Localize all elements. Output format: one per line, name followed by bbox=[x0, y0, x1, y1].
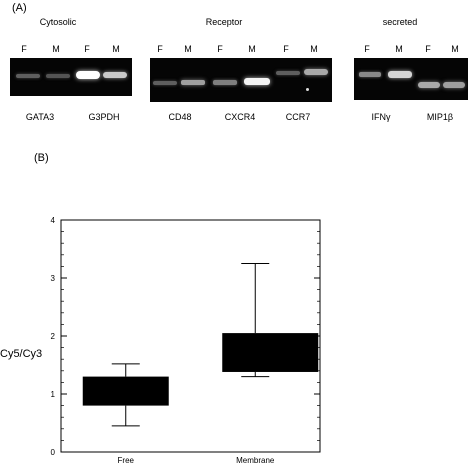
lane-label: F bbox=[364, 44, 370, 54]
y-tick-label: 1 bbox=[51, 390, 56, 399]
band-cd48-f bbox=[153, 81, 177, 85]
lane-label: M bbox=[184, 44, 192, 54]
y-tick-label: 4 bbox=[51, 216, 56, 225]
band-gata3-m bbox=[46, 74, 70, 78]
lane-label: F bbox=[217, 44, 223, 54]
band-cd48-m bbox=[181, 80, 205, 85]
band-g3pdh-f bbox=[76, 71, 100, 79]
band-ifng-f bbox=[359, 72, 381, 77]
x-axis-labels: Free Membrane bbox=[118, 456, 275, 465]
gene-label-cxcr4: CXCR4 bbox=[224, 112, 256, 122]
band-ifng-m bbox=[388, 71, 412, 78]
y-axis-label: Cy5/Cy3 bbox=[0, 348, 42, 360]
group-title-cytosolic: Cytosolic bbox=[39, 17, 77, 27]
gene-label-ifng: IFNγ bbox=[371, 112, 391, 122]
box-series bbox=[82, 263, 319, 427]
band-ccr7-m bbox=[304, 69, 328, 75]
lane-label: M bbox=[52, 44, 60, 54]
band-g3pdh-m bbox=[103, 72, 127, 78]
gel-image-receptor bbox=[150, 58, 332, 102]
y-tick-label: 2 bbox=[51, 332, 56, 341]
gel-speck bbox=[306, 88, 309, 91]
group-title-secreted: secreted bbox=[382, 17, 418, 27]
lane-label: M bbox=[248, 44, 256, 54]
box-membrane bbox=[222, 333, 319, 372]
lane-label: F bbox=[425, 44, 431, 54]
panel-b-label: (B) bbox=[34, 152, 49, 164]
lane-label: M bbox=[310, 44, 318, 54]
x-category-label: Membrane bbox=[236, 456, 275, 465]
lane-label: M bbox=[451, 44, 459, 54]
box-plot: 0 1 2 3 4 Cy5/Cy3 Free Membrane bbox=[0, 216, 321, 465]
group-title-receptor: Receptor bbox=[205, 17, 243, 27]
lane-label: F bbox=[84, 44, 90, 54]
lane-label: M bbox=[395, 44, 403, 54]
gene-label-gata3: GATA3 bbox=[25, 112, 55, 122]
band-cxcr4-f bbox=[213, 80, 237, 85]
y-tick-label: 0 bbox=[51, 448, 56, 457]
lane-label: F bbox=[21, 44, 27, 54]
lane-label: F bbox=[283, 44, 289, 54]
gene-label-g3pdh: G3PDH bbox=[88, 112, 120, 122]
gene-label-cd48: CD48 bbox=[168, 112, 192, 122]
band-cxcr4-m bbox=[244, 78, 270, 85]
band-ccr7-f bbox=[276, 71, 300, 75]
panel-a-label: (A) bbox=[12, 2, 27, 14]
lane-label: F bbox=[157, 44, 163, 54]
box-free bbox=[82, 376, 169, 406]
band-gata3-f bbox=[16, 74, 40, 78]
gene-label-ccr7: CCR7 bbox=[285, 112, 311, 122]
x-category-label: Free bbox=[118, 456, 135, 465]
y-tick-label: 3 bbox=[51, 274, 56, 283]
gel-image-cytosolic bbox=[10, 58, 132, 96]
gene-label-mip1b: MIP1β bbox=[426, 112, 454, 122]
gel-image-secreted bbox=[354, 58, 468, 100]
y-axis-ticks: 0 1 2 3 4 bbox=[51, 216, 320, 457]
band-mip1b-m bbox=[443, 82, 465, 88]
lane-label: M bbox=[112, 44, 120, 54]
band-mip1b-f bbox=[418, 82, 440, 88]
